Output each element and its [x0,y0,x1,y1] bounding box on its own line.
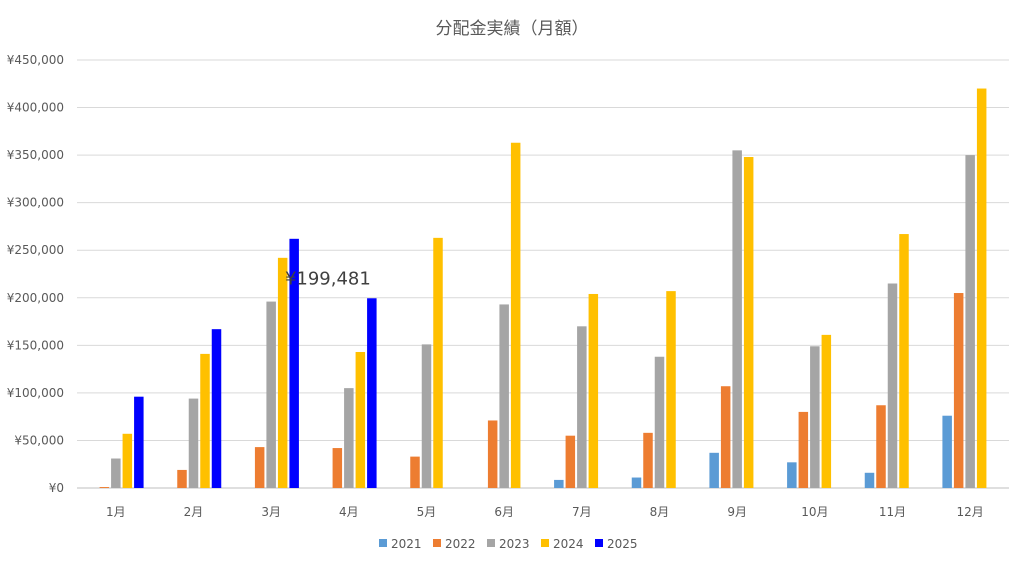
legend-swatch [433,539,441,547]
x-tick-label: 4月 [339,505,359,519]
bar-2022-10月 [798,411,809,488]
bar-2024-8月 [666,291,676,488]
bar-2021-11月 [864,472,875,488]
y-tick-label: ¥300,000 [7,196,64,210]
bar-2024-10月 [821,334,832,488]
bar-2022-2月 [177,469,187,488]
bar-2024-2月 [200,353,210,488]
gridlines [77,59,1009,489]
bar-2024-12月 [976,88,987,489]
bar-2023-5月 [421,344,432,488]
y-axis: ¥0 ¥50,000 ¥100,000 ¥150,000 ¥200,000 ¥250,00… [7,53,64,495]
bar-2023-3月 [266,301,276,488]
bar-2024-3月 [277,257,288,488]
bar-2021-8月 [631,477,642,488]
bar-2023-7月 [577,326,587,488]
bar-2022-7月 [565,435,576,488]
bar-2021-12月 [942,415,952,488]
bar-2022-11月 [876,405,886,488]
x-tick-label: 8月 [650,505,670,519]
y-tick-label: ¥100,000 [7,386,64,400]
bar-2024-7月 [588,293,599,488]
bar-2021-9月 [709,452,719,488]
x-tick-label: 3月 [261,505,281,519]
x-tick-label: 5月 [417,505,437,519]
x-tick-label: 11月 [879,505,906,519]
x-tick-label: 7月 [572,505,592,519]
x-tick-label: 9月 [727,505,747,519]
bar-2024-9月 [743,157,754,488]
bar-2025-2月 [211,329,222,488]
bar-2021-10月 [787,462,797,488]
bars [99,88,987,489]
y-tick-label: ¥150,000 [7,338,64,352]
legend-label: 2021 [391,537,422,551]
y-tick-label: ¥0 [49,481,64,495]
chart-title: 分配金実績（月額） [436,19,589,39]
bar-2024-4月 [355,351,366,488]
data-label-annotation: ¥199,481 [285,268,371,289]
bar-2024-1月 [122,433,133,488]
bar-2022-6月 [487,420,498,488]
legend-label: 2024 [553,537,584,551]
x-axis: 1月 2月 3月 4月 5月 6月 7月 8月 9月 10月 11月 12月 [106,505,984,519]
bar-2024-11月 [899,234,909,488]
bar-2022-12月 [953,293,964,488]
legend-label: 2022 [445,537,476,551]
legend-swatch [487,539,495,547]
legend-swatch [541,539,549,547]
bar-2023-12月 [965,155,975,488]
x-tick-label: 10月 [801,505,828,519]
legend-label: 2025 [607,537,638,551]
bar-2023-9月 [732,150,742,488]
x-tick-label: 12月 [957,505,984,519]
y-tick-label: ¥400,000 [7,101,64,115]
y-tick-label: ¥450,000 [7,53,64,67]
legend-label: 2023 [499,537,530,551]
bar-2023-8月 [654,356,665,488]
bar-2024-6月 [510,142,521,488]
bar-2023-4月 [344,388,354,488]
bar-2024-5月 [433,237,443,488]
bar-2025-3月 [289,238,299,488]
bar-2023-6月 [499,304,509,488]
y-tick-label: ¥50,000 [14,433,64,447]
bar-2022-8月 [643,432,653,488]
bar-2022-3月 [254,447,265,488]
y-tick-label: ¥350,000 [7,148,64,162]
legend-swatch [595,539,603,547]
x-tick-label: 6月 [494,505,514,519]
bar-2022-4月 [332,448,343,488]
bar-2022-1月 [99,487,110,488]
legend-swatch [379,539,387,547]
x-tick-label: 1月 [106,505,126,519]
bar-2022-5月 [410,456,420,488]
bar-2025-1月 [134,396,144,488]
x-tick-label: 2月 [184,505,204,519]
bar-2022-9月 [720,386,731,488]
bar-2023-11月 [887,283,898,488]
y-tick-label: ¥250,000 [7,243,64,257]
bar-2023-2月 [188,398,199,488]
y-tick-label: ¥200,000 [7,291,64,305]
bar-2025-4月 [367,298,377,488]
legend: 2021 2022 2023 2024 2025 [379,537,638,551]
bar-2023-10月 [810,346,820,488]
bar-2023-1月 [111,458,121,488]
bar-2021-7月 [554,479,564,488]
